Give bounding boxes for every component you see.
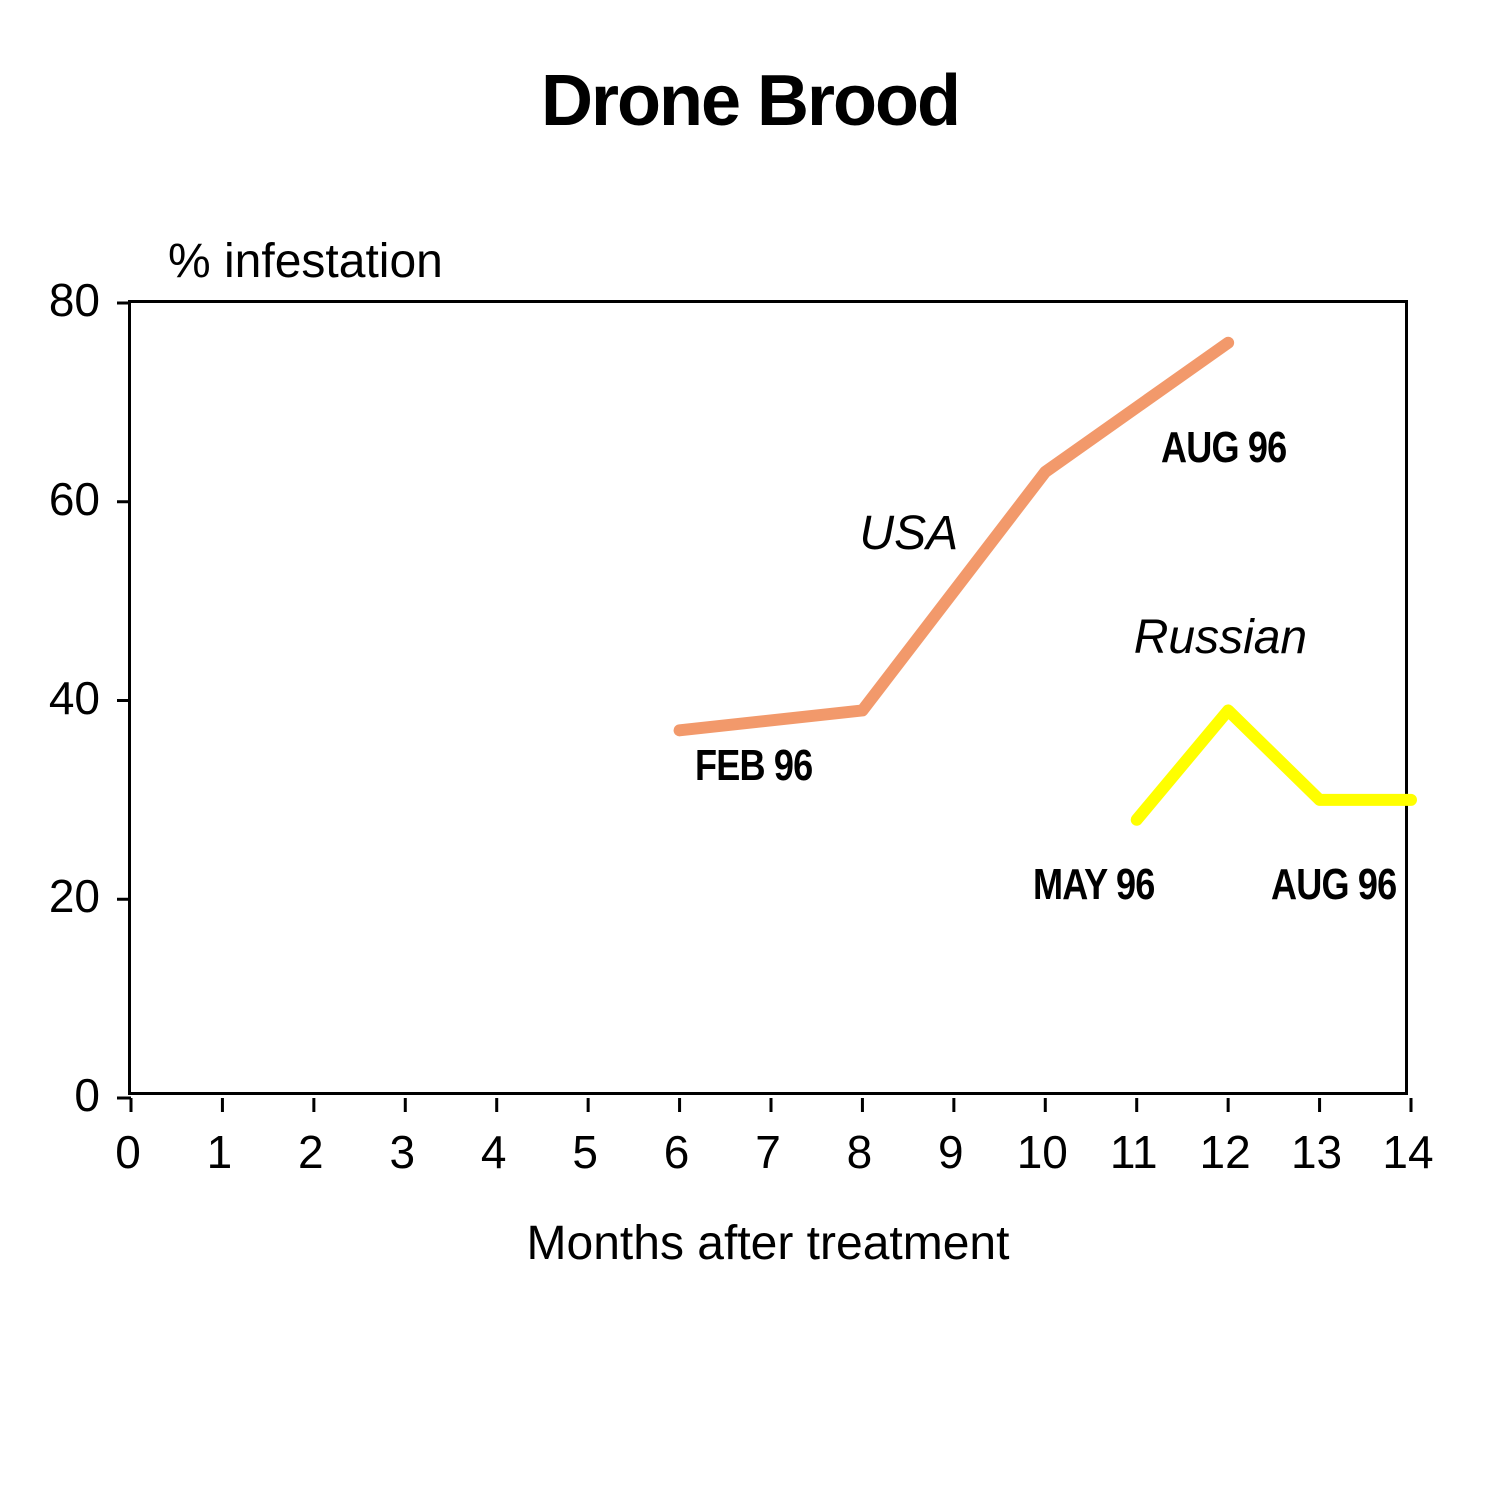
x-tick-label: 9 (911, 1125, 991, 1179)
x-tick-label: 14 (1368, 1125, 1448, 1179)
y-tick-label: 0 (0, 1068, 100, 1122)
y-tick-label: 80 (0, 273, 100, 327)
annotation-text: Russian (1134, 610, 1307, 665)
annotation-text: USA (859, 506, 958, 561)
x-tick-label: 0 (88, 1125, 168, 1179)
annotation-text: FEB 96 (695, 741, 812, 791)
plot-area (128, 300, 1408, 1095)
x-tick-label: 11 (1094, 1125, 1174, 1179)
x-tick-label: 1 (179, 1125, 259, 1179)
x-tick-label: 10 (1002, 1125, 1082, 1179)
annotation-text: MAY 96 (1033, 860, 1154, 910)
y-tick-label: 60 (0, 472, 100, 526)
x-tick-label: 12 (1185, 1125, 1265, 1179)
annotation-text: AUG 96 (1161, 423, 1286, 473)
series-russian (1137, 710, 1411, 819)
y-tick-label: 20 (0, 869, 100, 923)
x-tick-label: 13 (1277, 1125, 1357, 1179)
y-tick-label: 40 (0, 671, 100, 725)
x-tick-label: 6 (637, 1125, 717, 1179)
x-tick-label: 7 (728, 1125, 808, 1179)
x-axis-label: Months after treatment (128, 1216, 1408, 1271)
chart-title: Drone Brood (0, 60, 1500, 142)
x-tick-label: 4 (454, 1125, 534, 1179)
y-axis-label: % infestation (168, 234, 443, 289)
x-tick-label: 8 (819, 1125, 899, 1179)
x-tick-label: 5 (545, 1125, 625, 1179)
chart-canvas: Drone Brood % infestation 01234567891011… (0, 0, 1500, 1500)
x-tick-label: 2 (271, 1125, 351, 1179)
annotation-text: AUG 96 (1271, 860, 1396, 910)
x-tick-label: 3 (362, 1125, 442, 1179)
